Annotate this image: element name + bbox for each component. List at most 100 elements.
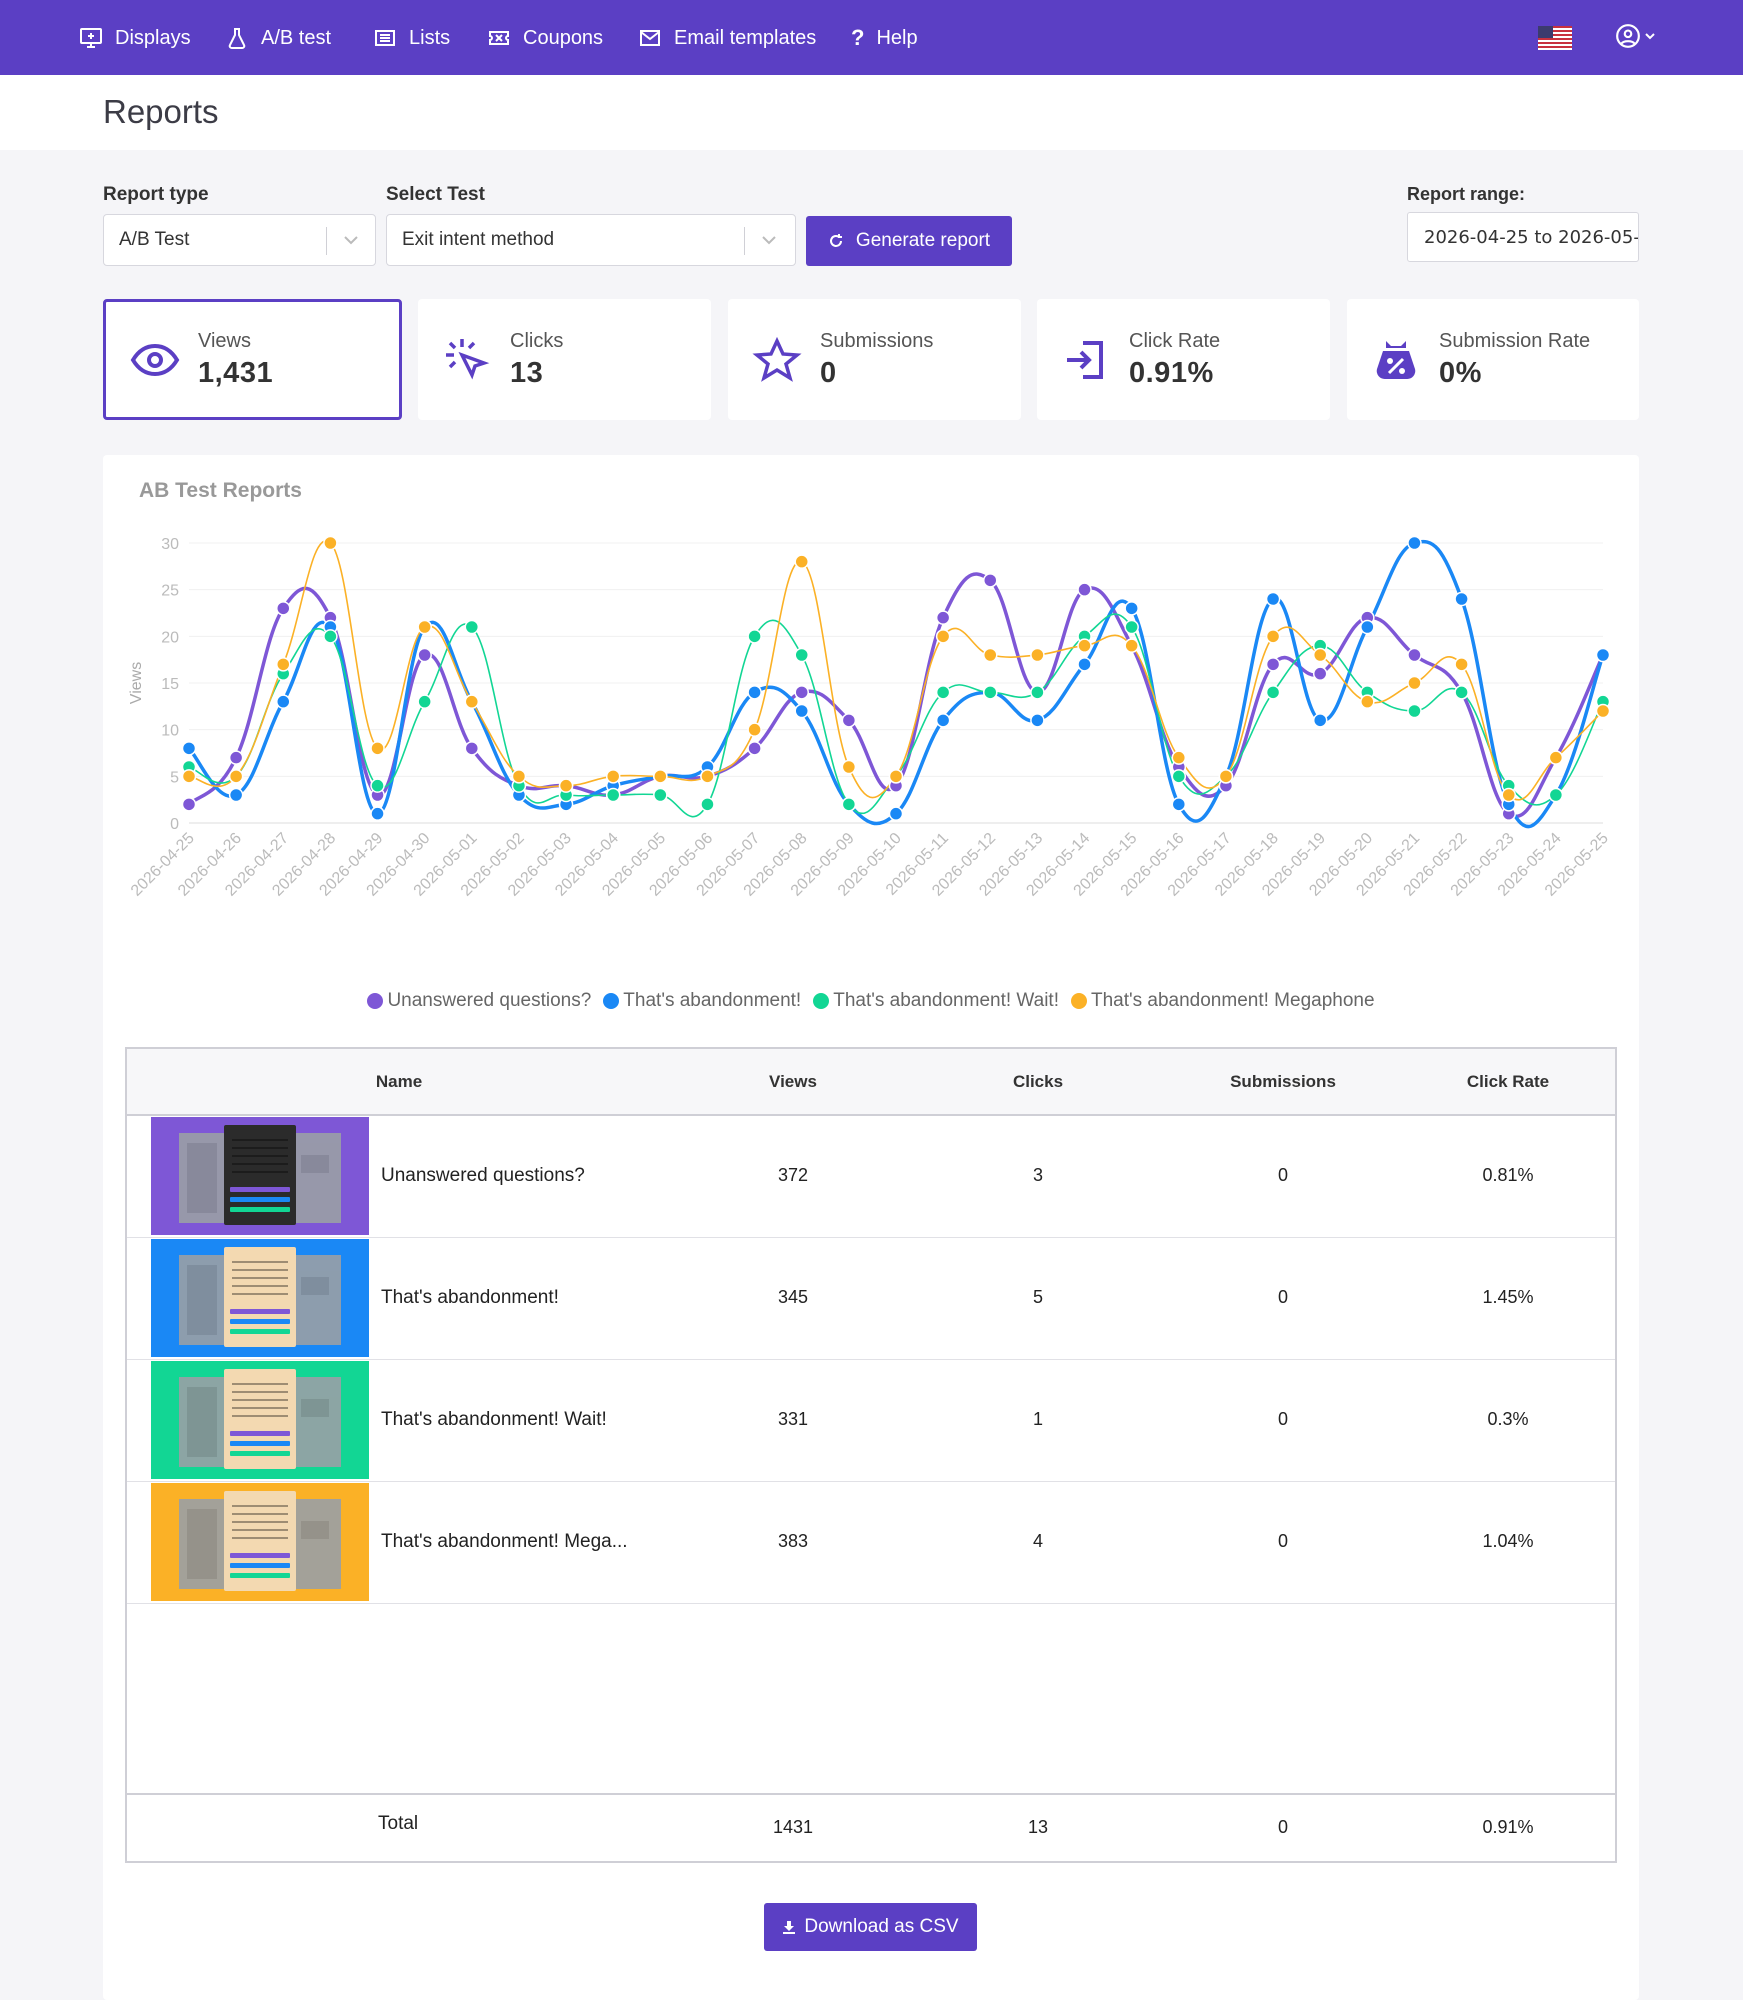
- flask-icon: [228, 28, 246, 49]
- data-point: [323, 629, 338, 644]
- series-line: [188, 613, 1604, 818]
- data-point: [1171, 750, 1187, 765]
- cell-views: 372: [777, 1165, 809, 1185]
- stat-label: Click Rate: [1129, 329, 1221, 352]
- table-row: That's abandonment! Wait! 331 1 0 0.3%: [127, 1360, 1615, 1482]
- cell-clicks: 3: [1032, 1165, 1044, 1185]
- data-point: [464, 619, 480, 635]
- nav-email-templates[interactable]: Email templates: [638, 22, 816, 54]
- data-point: [1030, 713, 1045, 728]
- nav-label: A/B test: [261, 26, 332, 49]
- stat-label: Views: [198, 329, 251, 352]
- email-icon: [640, 30, 660, 46]
- data-point: [417, 694, 432, 709]
- legend-label: Unanswered questions?: [387, 990, 592, 1011]
- stat-value: 1,431: [198, 356, 274, 389]
- nav-ab-test[interactable]: A/B test: [225, 22, 331, 54]
- stat-card-submissions[interactable]: Submissions 0: [728, 299, 1021, 420]
- series-line: [188, 540, 1604, 801]
- legend-item[interactable]: That's abandonment! Wait!: [813, 990, 1059, 1012]
- stat-card-views[interactable]: Views 1,431: [103, 299, 402, 420]
- stat-card-submission-rate[interactable]: Submission Rate 0%: [1347, 299, 1639, 420]
- nav-label: Lists: [409, 26, 451, 49]
- legend-dot: [603, 993, 620, 1009]
- report-range-input[interactable]: 2026-04-25 to 2026-05-25: [1407, 212, 1639, 262]
- cell-click-rate: 1.45%: [1482, 1287, 1534, 1307]
- header-clicks: Clicks: [1012, 1072, 1064, 1091]
- data-point: [1548, 787, 1564, 803]
- data-point: [794, 554, 809, 569]
- variant-thumbnail: [151, 1117, 369, 1235]
- nav-help[interactable]: ? Help: [851, 22, 918, 54]
- cell-clicks: 5: [1032, 1287, 1044, 1307]
- legend-dot: [1070, 993, 1087, 1009]
- table-row: That's abandonment! 345 5 0 1.45%: [127, 1238, 1615, 1360]
- data-point: [276, 601, 291, 616]
- select-separator: [744, 227, 745, 255]
- cell-clicks: 1: [1032, 1409, 1044, 1429]
- top-nav: Displays A/B test Lists Coupons Email te…: [0, 0, 1743, 75]
- legend-item[interactable]: That's abandonment! Megaphone: [1070, 990, 1375, 1012]
- nav-coupons[interactable]: Coupons: [487, 22, 603, 54]
- legend-item[interactable]: Unanswered questions?: [367, 990, 591, 1012]
- series-line: [187, 539, 1605, 829]
- chevron-down-icon: [344, 236, 358, 245]
- report-type-label: Report type: [103, 184, 209, 205]
- data-point: [935, 629, 951, 644]
- data-point: [747, 722, 762, 737]
- generate-report-button[interactable]: Generate report: [806, 216, 1012, 266]
- legend-dot: [813, 993, 830, 1009]
- nav-lists[interactable]: Lists: [373, 22, 450, 54]
- data-point: [181, 769, 197, 784]
- data-point: [464, 694, 480, 709]
- list-icon: [375, 30, 395, 46]
- cell-click-rate: 1.04%: [1482, 1531, 1534, 1551]
- chevron-down-icon: [762, 236, 776, 245]
- data-point: [700, 797, 715, 812]
- nav-label: Email templates: [674, 26, 817, 49]
- stat-card-click-rate[interactable]: Click Rate 0.91%: [1037, 299, 1330, 420]
- data-point: [653, 787, 668, 803]
- chevron-down-icon: [1645, 33, 1655, 40]
- table-row: That's abandonment! Mega... 383 4 0 1.04%: [127, 1482, 1615, 1604]
- data-point: [1407, 703, 1422, 719]
- eye-icon: [130, 343, 180, 376]
- data-point: [1077, 657, 1092, 672]
- data-point: [794, 685, 809, 700]
- us-flag-icon[interactable]: [1538, 26, 1572, 50]
- data-point: [417, 647, 432, 663]
- download-csv-button[interactable]: Download as CSV: [764, 1903, 977, 1951]
- data-point: [1595, 647, 1611, 663]
- stat-value: 0%: [1439, 356, 1482, 389]
- data-point: [1171, 797, 1187, 812]
- nav-displays[interactable]: Displays: [79, 22, 191, 54]
- table-row: Unanswered questions? 372 3 0 0.81%: [127, 1116, 1615, 1238]
- user-circle-icon: [1616, 24, 1640, 48]
- y-tick-label: 15: [161, 676, 179, 693]
- data-point: [935, 610, 951, 625]
- data-point: [1124, 638, 1139, 653]
- total-submissions: 0: [1277, 1817, 1289, 1837]
- data-point: [323, 535, 338, 551]
- stat-card-clicks[interactable]: Clicks 13: [418, 299, 711, 420]
- report-range-label: Report range:: [1407, 184, 1526, 204]
- table-header: Name Views Clicks Submissions Click Rate: [127, 1049, 1615, 1116]
- y-tick-label: 10: [161, 723, 179, 740]
- variant-name: That's abandonment! Mega...: [381, 1531, 628, 1552]
- total-click-rate: 0.91%: [1482, 1817, 1534, 1837]
- user-menu[interactable]: [1615, 23, 1656, 49]
- data-point: [511, 769, 527, 784]
- data-point: [888, 806, 904, 821]
- data-point: [370, 778, 385, 793]
- cell-submissions: 0: [1277, 1287, 1289, 1307]
- nav-label: Coupons: [523, 26, 604, 49]
- line-chart: 051015202530Views2026-04-252026-04-26202…: [128, 535, 1612, 900]
- data-point: [653, 769, 668, 784]
- data-point: [888, 769, 904, 784]
- data-point: [1124, 601, 1139, 616]
- select-test-select[interactable]: Exit intent method: [386, 214, 796, 266]
- legend-item[interactable]: That's abandonment!: [603, 990, 801, 1012]
- header-submissions: Submissions: [1230, 1072, 1336, 1091]
- report-type-select[interactable]: A/B Test: [103, 214, 376, 266]
- data-point: [841, 759, 857, 775]
